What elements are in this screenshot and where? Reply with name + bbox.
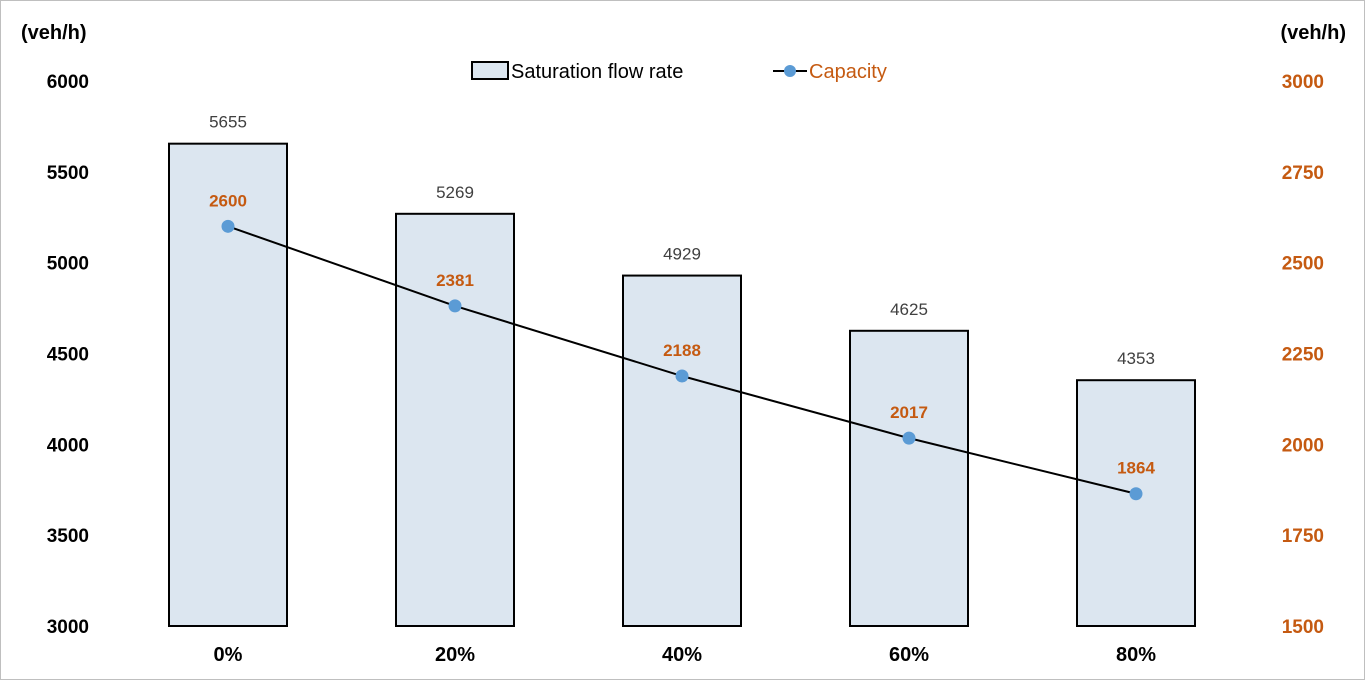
legend-bar-label: Saturation flow rate xyxy=(511,61,683,83)
y-left-tick-label: 4500 xyxy=(47,345,89,366)
bar-60% xyxy=(849,329,969,627)
bars xyxy=(168,142,1196,628)
bar-data-label: 4353 xyxy=(1117,349,1155,368)
y-right-tick-label: 2000 xyxy=(1282,435,1324,456)
capacity-point xyxy=(221,219,235,233)
y-right-tick-label: 3000 xyxy=(1282,72,1324,93)
legend-line-label: Capacity xyxy=(809,61,887,83)
bar-data-label: 4929 xyxy=(663,245,701,264)
x-category-labels: 0% 20% 40% 60% 80% xyxy=(214,644,1157,666)
y-left-tick-label: 3000 xyxy=(47,617,89,638)
capacity-point xyxy=(1129,487,1143,501)
x-category-label: 20% xyxy=(435,644,475,666)
bar-20% xyxy=(395,212,515,627)
y-right-tick-label: 2250 xyxy=(1282,345,1324,366)
y-right-tick-label: 2750 xyxy=(1282,163,1324,184)
y-left-tick-label: 5500 xyxy=(47,163,89,184)
capacity-data-label: 2600 xyxy=(209,191,247,210)
bar-data-label: 5269 xyxy=(436,183,474,202)
y-left-tick-label: 5000 xyxy=(47,254,89,275)
y-right-ticks: 1500 1750 2000 2250 2500 2750 3000 xyxy=(1282,72,1324,638)
capacity-data-label: 2188 xyxy=(663,341,701,360)
x-category-label: 80% xyxy=(1116,644,1156,666)
capacity-point xyxy=(675,369,689,383)
x-category-label: 40% xyxy=(662,644,702,666)
bar-labels: 5655 5269 4929 4625 4353 xyxy=(209,113,1155,369)
x-category-label: 0% xyxy=(214,644,243,666)
bar-80% xyxy=(1076,379,1196,627)
x-category-label: 60% xyxy=(889,644,929,666)
capacity-point xyxy=(448,299,462,313)
y-left-tick-label: 4000 xyxy=(47,435,89,456)
capacity-data-label: 2381 xyxy=(436,271,474,290)
bar-data-label: 5655 xyxy=(209,113,247,132)
y-right-tick-label: 1750 xyxy=(1282,526,1324,547)
bar-0% xyxy=(168,142,288,628)
capacity-line xyxy=(221,219,1143,501)
y-left-unit-label: (veh/h) xyxy=(21,22,87,44)
capacity-point xyxy=(902,431,916,445)
y-right-tick-label: 1500 xyxy=(1282,617,1324,638)
bar-data-label: 4625 xyxy=(890,300,928,319)
legend: Saturation flow rate Capacity xyxy=(471,61,887,83)
bar-40% xyxy=(622,274,742,627)
line-labels: 2600 2381 2188 2017 1864 xyxy=(209,191,1155,477)
y-right-unit-label: (veh/h) xyxy=(1280,22,1346,44)
capacity-data-label: 2017 xyxy=(890,403,928,422)
y-left-ticks: 3000 3500 4000 4500 5000 5500 6000 xyxy=(47,72,89,638)
y-left-tick-label: 6000 xyxy=(47,72,89,93)
legend-bar-swatch xyxy=(471,61,509,80)
y-left-tick-label: 3500 xyxy=(47,526,89,547)
capacity-data-label: 1864 xyxy=(1117,459,1155,478)
legend-line-marker xyxy=(784,65,796,77)
y-right-tick-label: 2500 xyxy=(1282,254,1324,275)
